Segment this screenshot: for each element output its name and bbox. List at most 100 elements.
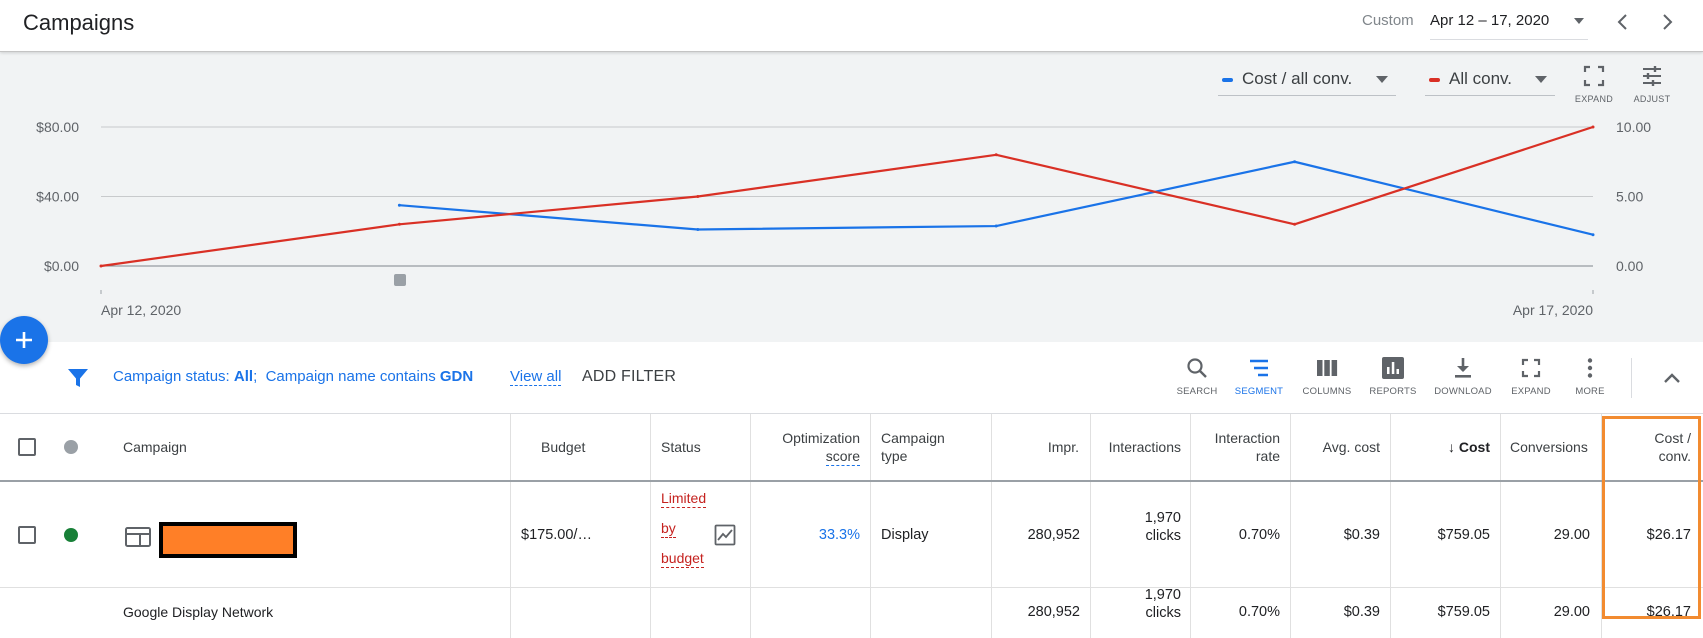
series-line-2[interactable] <box>100 125 1594 268</box>
y-left-tick-label: $0.00 <box>44 258 79 274</box>
data-point[interactable] <box>994 224 998 228</box>
data-point[interactable] <box>397 203 401 207</box>
chevron-up-icon[interactable] <box>1660 366 1684 390</box>
search-label: SEARCH <box>1176 386 1218 397</box>
interactions-unit: clicks <box>1145 528 1181 544</box>
status-filter-dot[interactable] <box>64 440 78 454</box>
campaign-name-redacted[interactable] <box>159 522 297 558</box>
budget-value[interactable]: $175.00/… <box>521 527 592 543</box>
column-divider <box>1290 414 1291 480</box>
line-chart: $80.00 $40.00 $0.00 10.00 5.00 0.00 Apr 12, … <box>36 119 1651 318</box>
y-left-tick-label: $40.00 <box>36 189 79 205</box>
header-campaign[interactable]: Campaign <box>123 439 187 455</box>
data-point[interactable] <box>1293 160 1297 164</box>
segment-button[interactable]: SEGMENT <box>1229 356 1289 406</box>
header-optimization-score[interactable]: Optimization score <box>760 429 860 466</box>
more-vert-icon <box>1587 358 1593 378</box>
header-conversions[interactable]: Conversions <box>1510 439 1588 455</box>
view-all-link[interactable]: View all <box>510 368 562 386</box>
network-impr-value: 280,952 <box>1027 604 1080 620</box>
active-filter-chip[interactable]: Campaign status: All; Campaign name cont… <box>113 368 473 385</box>
column-divider <box>1500 482 1501 587</box>
data-point[interactable] <box>397 222 401 226</box>
row-checkbox[interactable] <box>18 526 36 544</box>
column-divider <box>510 414 511 480</box>
plus-icon <box>16 332 32 348</box>
select-all-checkbox[interactable] <box>18 438 36 456</box>
column-divider <box>750 588 751 638</box>
columns-button[interactable]: COLUMNS <box>1297 356 1357 406</box>
network-avg-cost-value: $0.39 <box>1343 604 1380 620</box>
status-budget[interactable]: budget <box>661 550 704 568</box>
reports-label: REPORTS <box>1369 386 1417 397</box>
page-header: Campaigns Custom Apr 12 – 17, 2020 <box>0 0 1703 52</box>
header-avg-cost[interactable]: Avg. cost <box>1322 439 1380 455</box>
filter-icon[interactable] <box>66 366 90 390</box>
network-name: Google Display Network <box>123 604 274 620</box>
filter-name-value: GDN <box>439 368 474 385</box>
header-interaction-rate[interactable]: Interaction rate <box>1190 429 1280 465</box>
chart-gridlines <box>101 126 1593 267</box>
header-interactions[interactable]: Interactions <box>1108 439 1181 455</box>
status-limited[interactable]: Limited <box>661 490 707 508</box>
search-button[interactable]: SEARCH <box>1167 356 1227 406</box>
header-impr[interactable]: Impr. <box>1047 439 1079 455</box>
header-cost-per-conv[interactable]: Cost / conv. <box>1601 429 1691 465</box>
optimization-score-value[interactable]: 33.3% <box>818 527 860 543</box>
download-button[interactable]: DOWNLOAD <box>1433 356 1493 406</box>
header-status[interactable]: Status <box>661 439 701 455</box>
data-point[interactable] <box>1591 233 1595 237</box>
column-divider <box>870 414 871 480</box>
header-campaign-type[interactable]: Campaign type <box>881 429 945 465</box>
status-by[interactable]: by <box>661 520 676 538</box>
tune-icon <box>1643 66 1661 86</box>
header-cost-sorted[interactable]: ↓ Cost <box>1390 438 1490 456</box>
header-budget[interactable]: Budget <box>541 439 586 455</box>
columns-label: COLUMNS <box>1302 386 1352 397</box>
data-point[interactable] <box>99 264 103 268</box>
metric-2-select[interactable]: All conv. <box>1425 66 1555 96</box>
chevron-left-icon <box>1617 14 1627 30</box>
series-line-1[interactable] <box>399 160 1594 236</box>
trend-chart-icon[interactable] <box>714 524 736 546</box>
chart-adjust-button[interactable]: ADJUST <box>1627 64 1677 110</box>
metric-1-select[interactable]: Cost / all conv. <box>1218 66 1396 96</box>
header-opt-line-1: Optimization <box>782 430 860 446</box>
column-divider <box>1390 588 1391 638</box>
interactions-count: 1,970 <box>1144 510 1181 526</box>
conversions-value: 29.00 <box>1553 527 1590 543</box>
column-divider <box>1090 482 1091 587</box>
add-campaign-button[interactable] <box>0 316 48 364</box>
fullscreen-icon <box>1583 65 1605 87</box>
table-row[interactable]: $175.00/… Limited by budget 33.3% Displa… <box>0 482 1703 588</box>
reports-button[interactable]: REPORTS <box>1363 356 1423 406</box>
enabled-status-dot[interactable] <box>64 528 78 542</box>
chevron-down-icon <box>1376 76 1388 83</box>
previous-period-button[interactable] <box>1611 10 1635 34</box>
chart-expand-button[interactable]: EXPAND <box>1569 64 1619 110</box>
data-point[interactable] <box>1293 222 1297 226</box>
header-cost-conv-line-1: Cost / <box>1654 430 1691 446</box>
x-axis: Apr 12, 2020 Apr 17, 2020 <box>100 290 1594 318</box>
next-period-button[interactable] <box>1655 10 1679 34</box>
data-point[interactable] <box>696 195 700 198</box>
filter-name-prefix: Campaign name contains <box>265 368 440 385</box>
toolbar-divider <box>1631 358 1632 398</box>
network-interactions-value: 1,970 clicks <box>1090 586 1181 622</box>
segment-label: SEGMENT <box>1234 386 1284 397</box>
column-divider <box>1290 588 1291 638</box>
data-point[interactable] <box>696 228 700 232</box>
add-filter-button[interactable]: ADD FILTER <box>582 368 677 385</box>
column-divider <box>650 482 651 587</box>
more-button[interactable]: MORE <box>1560 356 1620 406</box>
table-row: Google Display Network 280,952 1,970 cli… <box>0 586 1703 638</box>
date-range-select[interactable]: Apr 12 – 17, 2020 <box>1430 10 1588 40</box>
filter-status-value: All <box>233 368 254 385</box>
table-expand-button[interactable]: EXPAND <box>1501 356 1561 406</box>
segment-icon <box>1250 359 1268 377</box>
x-tick-label: Apr 17, 2020 <box>1513 302 1593 318</box>
cost-value: $759.05 <box>1437 527 1490 543</box>
data-point[interactable] <box>994 153 998 157</box>
annotation-marker[interactable] <box>394 274 406 286</box>
data-point[interactable] <box>1591 125 1595 129</box>
